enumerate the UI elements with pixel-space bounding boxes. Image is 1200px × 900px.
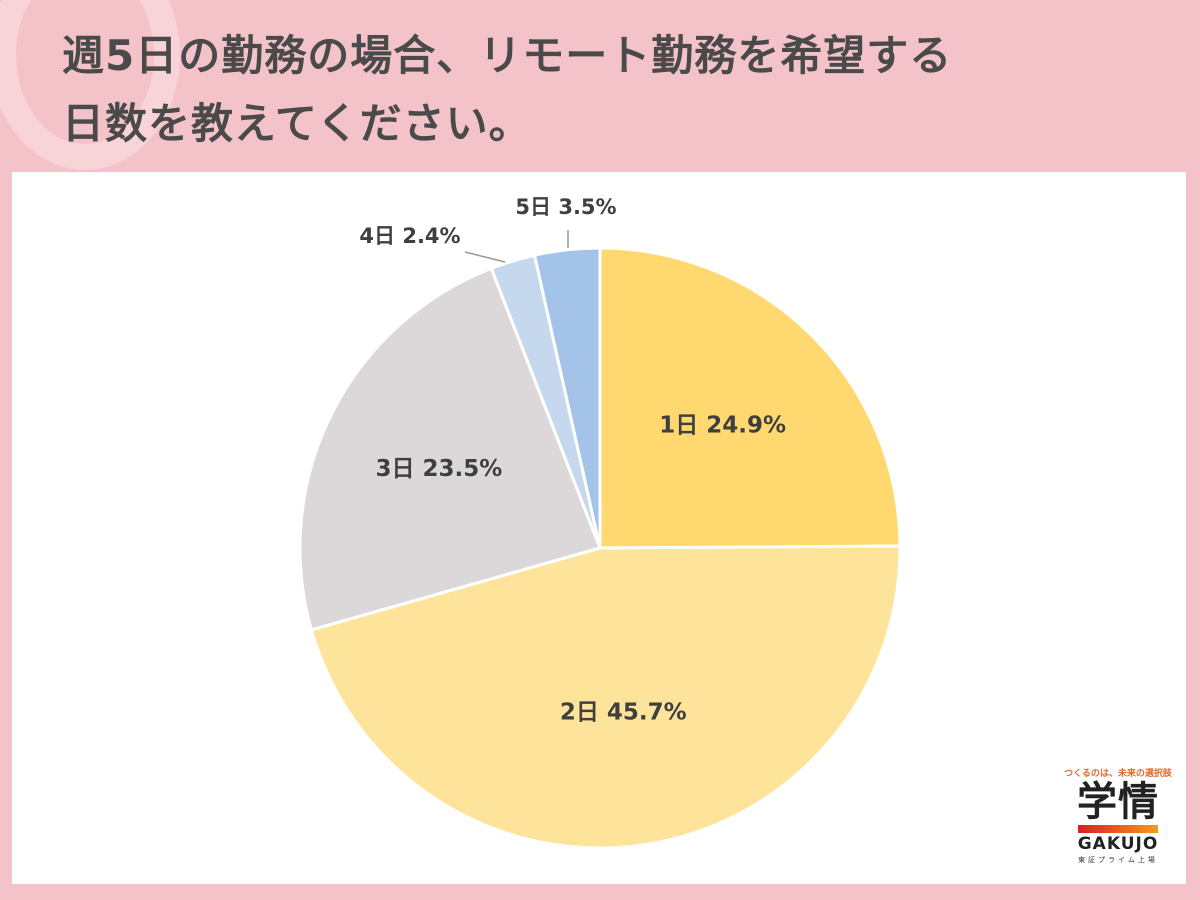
logo-bar (1078, 825, 1158, 833)
pie-slice-1 (598, 246, 902, 550)
title-line-2: 日数を教えてください。 (62, 99, 532, 148)
pie-label-2: 2日 45.7% (560, 699, 687, 725)
pie-leader-line-4 (464, 251, 506, 263)
logo-tagline: つくるのは、未来の選択肢 (1064, 769, 1172, 779)
pie-slice-2 (309, 544, 902, 850)
logo-listing: 東証プライム上場 (1078, 856, 1158, 864)
title-line-1: 週5日の勤務の場合、リモート勤務を希望する (62, 31, 953, 80)
gakujo-logo: つくるのは、未来の選択肢 学情 GAKUJO 東証プライム上場 (1058, 766, 1178, 876)
pie-label-4: 4日 2.4% (359, 224, 460, 248)
pie-label-5: 5日 3.5% (515, 195, 616, 219)
page-title: 週5日の勤務の場合、リモート勤務を希望する 日数を教えてください。 (62, 22, 1142, 158)
pie-label-3: 3日 23.5% (375, 456, 502, 482)
pie-slice-5 (532, 246, 602, 549)
logo-name-en: GAKUJO (1077, 834, 1159, 854)
pie-label-1: 1日 24.9% (659, 413, 786, 439)
logo-name-jp: 学情 (1077, 779, 1159, 825)
